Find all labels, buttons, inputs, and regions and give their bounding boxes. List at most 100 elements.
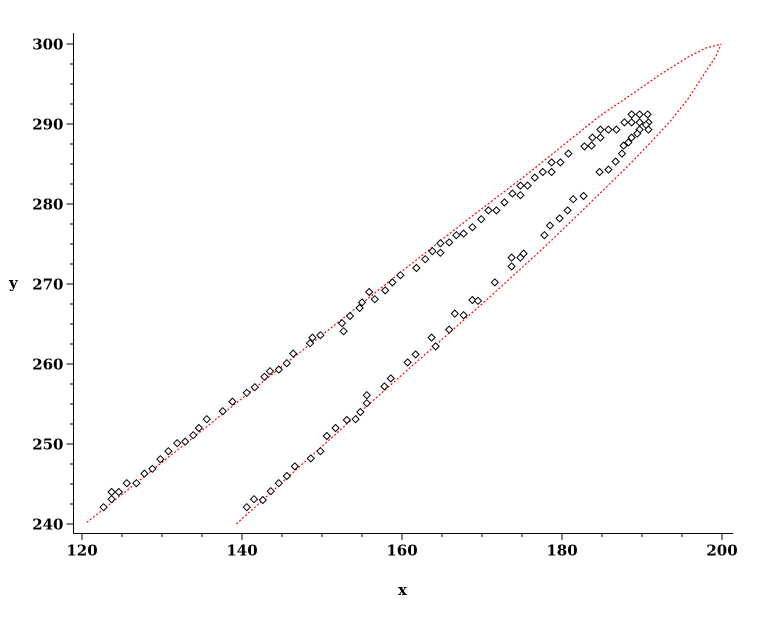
data-point-marker [260, 372, 269, 382]
data-point-marker [624, 138, 633, 147]
data-point-marker [556, 158, 565, 167]
data-point-marker [188, 430, 198, 440]
data-point-marker [288, 349, 298, 358]
data-point-marker [396, 270, 405, 280]
data-point-marker [580, 142, 589, 151]
data-point-marker [202, 414, 212, 424]
data-point-marker [156, 454, 165, 464]
data-point-marker [380, 286, 390, 295]
data-point-marker [345, 311, 355, 321]
data-point-marker [641, 120, 651, 130]
y-tick-label: 300 [32, 36, 63, 54]
data-point-marker [492, 206, 501, 215]
data-point-marker [140, 469, 149, 478]
data-point-marker [337, 318, 347, 328]
data-point-marker [331, 423, 340, 433]
data-point-marker [545, 221, 555, 230]
data-point-marker [308, 333, 317, 342]
data-point-marker [388, 278, 397, 287]
data-point-marker [322, 431, 332, 441]
data-point-marker [380, 382, 389, 391]
data-point-marker [620, 118, 629, 127]
data-point-marker [540, 230, 549, 240]
data-point-marker [122, 478, 132, 488]
data-point-marker [627, 110, 636, 119]
data-point-marker [507, 253, 516, 262]
data-point-marker [180, 437, 190, 446]
x-tick-label: 120 [66, 542, 97, 560]
data-point-marker [635, 110, 644, 119]
y-tick-label: 260 [32, 356, 63, 374]
axes [73, 33, 733, 534]
data-point-marker [436, 238, 445, 248]
data-point-marker [431, 342, 440, 351]
data-point-marker [339, 326, 348, 336]
data-point-marker [484, 206, 493, 215]
data-point-marker [579, 191, 588, 201]
data-point-marker [403, 358, 412, 367]
y-axis-ticks: 240 250 260 270 280 290 300 [32, 36, 74, 534]
data-point-marker [604, 165, 613, 174]
y-axis-label: y [9, 274, 18, 292]
data-point-marker [357, 298, 367, 307]
data-point-marker [619, 141, 628, 150]
data-point-marker [617, 149, 627, 158]
data-point-marker [316, 446, 325, 456]
data-point-marker [500, 198, 509, 207]
y-tick-label: 270 [32, 276, 63, 294]
data-point-marker [508, 189, 517, 198]
data-point-marker [411, 350, 420, 359]
data-point-marker [107, 487, 116, 497]
data-point-marker [218, 406, 228, 416]
data-point-marker [282, 471, 292, 481]
data-point-marker [547, 158, 556, 167]
data-point-marker [459, 229, 468, 238]
data-point-marker [250, 382, 260, 392]
data-point-marker [266, 486, 276, 496]
data-point-marker [635, 118, 644, 127]
data-point-marker [530, 173, 540, 182]
data-point-marker [459, 310, 468, 320]
data-point-marker [643, 110, 652, 119]
x-tick-label: 180 [546, 542, 577, 560]
data-point-marker [386, 374, 396, 383]
data-point-marker [305, 338, 315, 348]
data-point-marker [436, 248, 445, 258]
data-point-marker [164, 446, 173, 456]
data-point-marker [364, 287, 374, 297]
data-point-marker [611, 157, 620, 166]
data-point-marker [274, 365, 284, 374]
data-point-marker [519, 249, 528, 258]
data-point-marker [444, 238, 454, 247]
data-point-marker [516, 190, 525, 200]
data-point-marker [450, 309, 460, 318]
data-point-marker [290, 462, 300, 471]
data-point-marker [316, 330, 325, 340]
data-point-marker [563, 206, 572, 215]
data-point-marker [148, 464, 157, 474]
data-point-marker [595, 167, 604, 177]
data-point-marker [632, 129, 642, 138]
data-point-marker [468, 222, 477, 232]
data-point-marker [588, 133, 597, 142]
data-point-marker [490, 278, 500, 287]
data-point-marker [596, 125, 605, 134]
data-point-marker [249, 494, 259, 504]
data-point-marker [362, 398, 372, 408]
data-point-marker [228, 397, 237, 406]
x-axis-ticks: 120 140 160 180 200 [66, 533, 738, 560]
data-point-marker [342, 415, 352, 425]
data-point-marker [523, 181, 532, 190]
data-point-marker [370, 294, 380, 304]
data-point-marker [194, 423, 204, 433]
y-tick-label: 290 [32, 116, 63, 134]
data-point-marker [362, 390, 372, 400]
data-point-marker [555, 214, 564, 223]
data-point-marker [114, 487, 124, 497]
x-axis-label: x [398, 581, 407, 599]
data-point-marker [564, 149, 573, 158]
data-point-marker [356, 407, 365, 417]
fitted-curve-upper-branch [86, 43, 722, 523]
